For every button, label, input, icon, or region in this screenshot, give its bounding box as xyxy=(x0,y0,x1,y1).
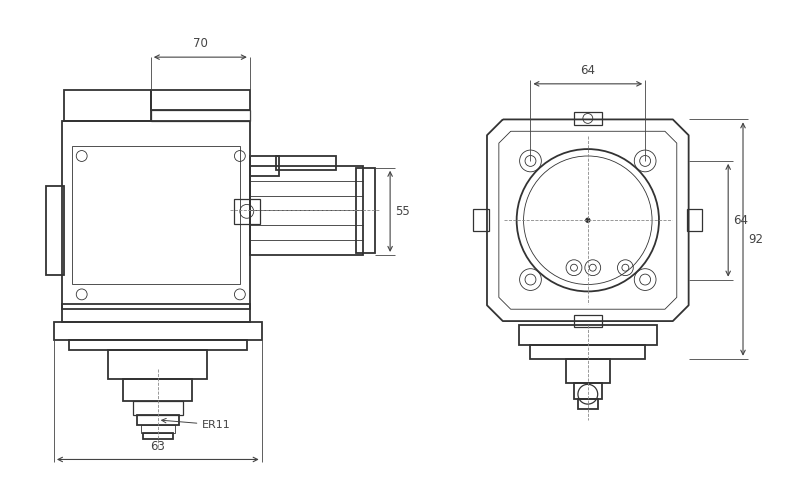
Text: 64: 64 xyxy=(733,214,748,227)
Bar xyxy=(578,399,598,409)
Bar xyxy=(72,146,240,284)
Bar xyxy=(686,209,702,231)
Bar xyxy=(234,199,260,224)
Bar xyxy=(574,384,602,399)
Text: 64: 64 xyxy=(580,64,595,77)
Bar xyxy=(133,401,182,415)
Text: 63: 63 xyxy=(150,440,166,453)
Bar xyxy=(62,121,250,309)
Circle shape xyxy=(586,218,590,222)
Text: 92: 92 xyxy=(748,232,763,245)
Bar xyxy=(574,112,602,126)
Bar xyxy=(62,304,250,322)
Bar xyxy=(64,90,151,121)
Bar xyxy=(574,315,602,327)
Bar xyxy=(151,90,250,110)
Bar xyxy=(54,322,262,340)
Bar xyxy=(355,168,375,253)
Text: ER11: ER11 xyxy=(162,418,231,430)
Bar xyxy=(250,166,363,255)
Bar xyxy=(530,345,645,359)
Bar xyxy=(250,156,279,176)
Bar xyxy=(518,325,657,345)
Bar xyxy=(69,340,246,350)
Bar xyxy=(566,359,610,384)
Bar xyxy=(277,156,336,170)
Bar xyxy=(46,185,64,275)
Text: 70: 70 xyxy=(193,37,208,50)
Bar xyxy=(143,433,173,439)
Bar xyxy=(473,209,489,231)
Bar xyxy=(137,415,178,425)
Text: 55: 55 xyxy=(395,205,410,218)
Bar xyxy=(123,379,193,401)
Bar xyxy=(151,110,250,121)
Bar xyxy=(108,350,207,379)
Bar xyxy=(141,425,174,433)
